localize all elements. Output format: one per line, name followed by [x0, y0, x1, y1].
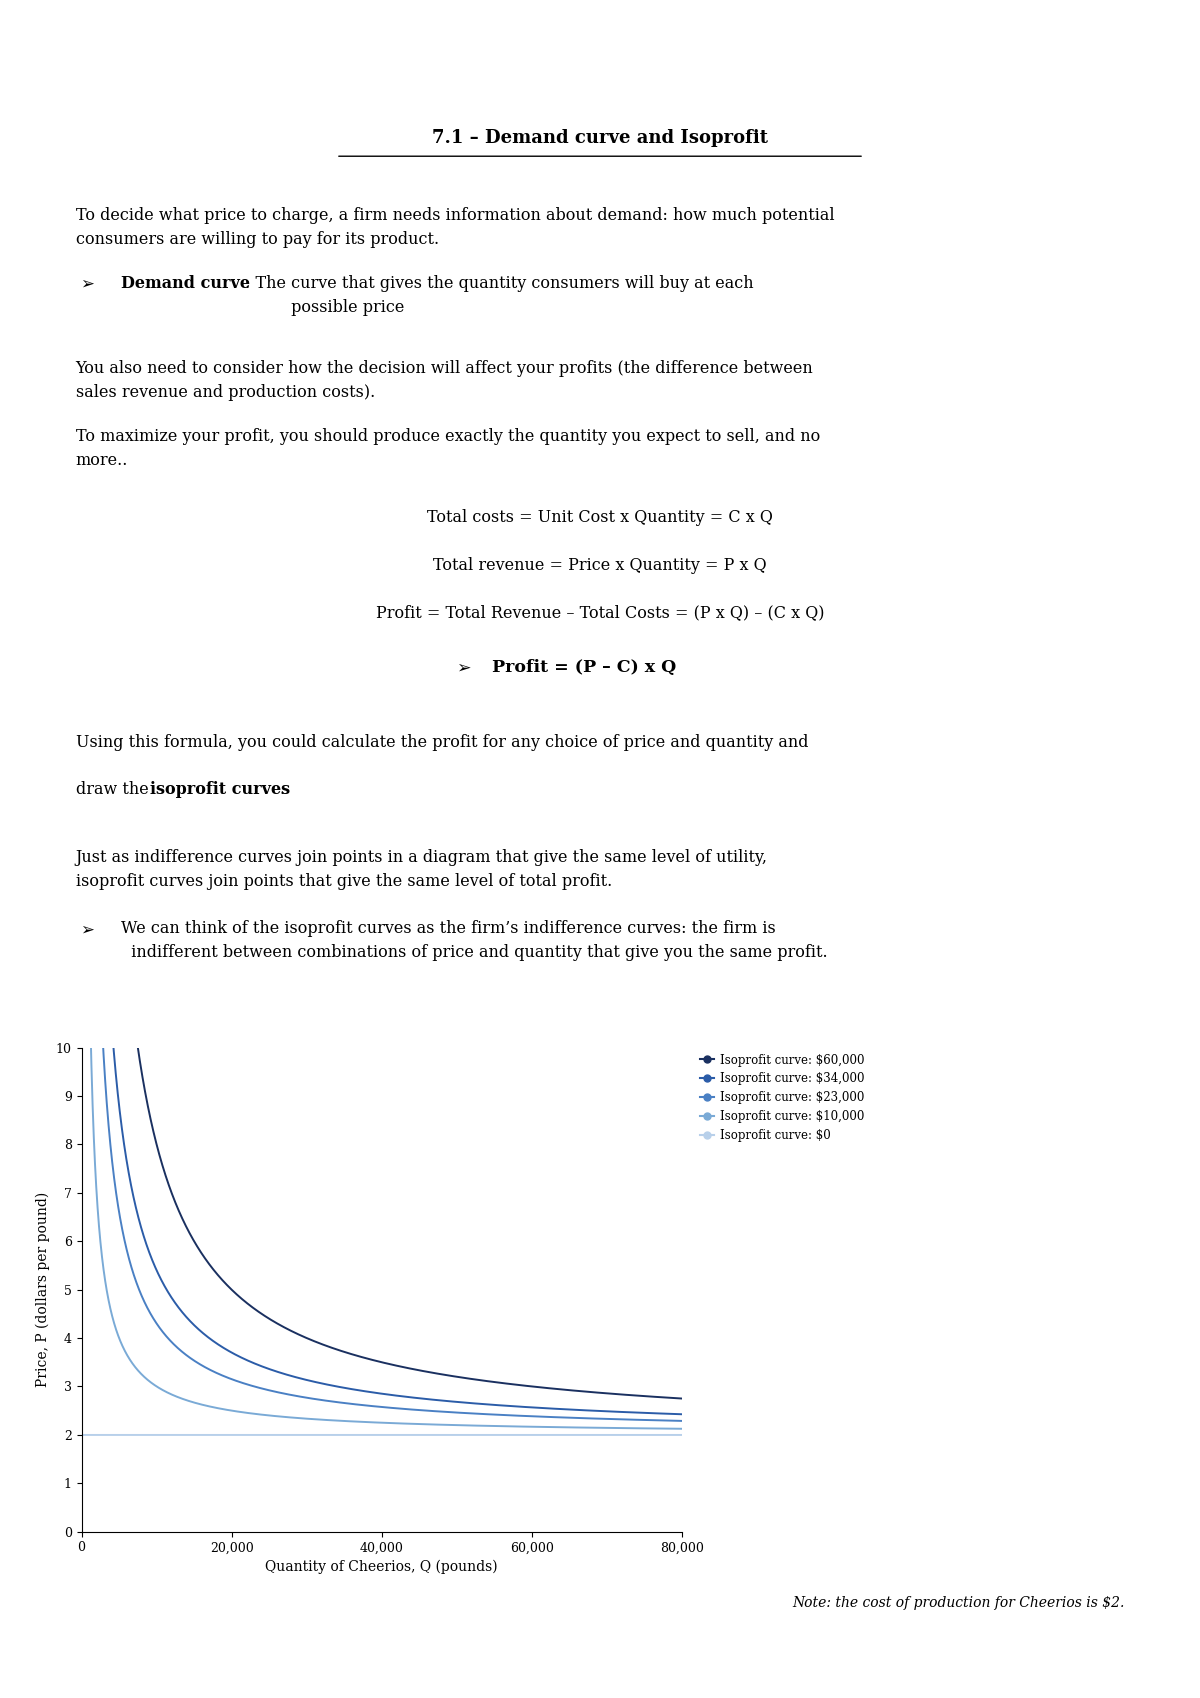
Text: To maximize your profit, you should produce exactly the quantity you expect to s: To maximize your profit, you should prod…: [76, 428, 820, 469]
Text: Note: the cost of production for Cheerios is $2.: Note: the cost of production for Cheerio…: [792, 1596, 1124, 1610]
Text: isoprofit curves: isoprofit curves: [150, 781, 290, 798]
Text: Demand curve: Demand curve: [121, 275, 250, 292]
Text: draw the: draw the: [76, 781, 154, 798]
Text: You also need to consider how the decision will affect your profits (the differe: You also need to consider how the decisi…: [76, 360, 814, 401]
Text: Total costs = Unit Cost x Quantity = C x Q: Total costs = Unit Cost x Quantity = C x…: [427, 509, 773, 526]
X-axis label: Quantity of Cheerios, Q (pounds): Quantity of Cheerios, Q (pounds): [265, 1560, 498, 1574]
Text: ➢: ➢: [80, 275, 95, 294]
Text: Profit = Total Revenue – Total Costs = (P x Q) – (C x Q): Profit = Total Revenue – Total Costs = (…: [376, 604, 824, 621]
Text: ➢: ➢: [80, 920, 95, 939]
Text: Total revenue = Price x Quantity = P x Q: Total revenue = Price x Quantity = P x Q: [433, 557, 767, 574]
Text: : The curve that gives the quantity consumers will buy at each
         possible: : The curve that gives the quantity cons…: [245, 275, 754, 316]
Text: 7.1 – Demand curve and Isoprofit: 7.1 – Demand curve and Isoprofit: [432, 129, 768, 148]
Text: .: .: [280, 781, 284, 798]
Legend: Isoprofit curve: $60,000, Isoprofit curve: $34,000, Isoprofit curve: $23,000, Is: Isoprofit curve: $60,000, Isoprofit curv…: [700, 1053, 864, 1143]
Y-axis label: Price, P (dollars per pound): Price, P (dollars per pound): [36, 1192, 50, 1387]
Text: To decide what price to charge, a firm needs information about demand: how much : To decide what price to charge, a firm n…: [76, 207, 834, 248]
Text: Just as indifference curves join points in a diagram that give the same level of: Just as indifference curves join points …: [76, 849, 768, 890]
Text: We can think of the isoprofit curves as the firm’s indifference curves: the firm: We can think of the isoprofit curves as …: [121, 920, 828, 961]
Text: Using this formula, you could calculate the profit for any choice of price and q: Using this formula, you could calculate …: [76, 734, 808, 751]
Text: ➢: ➢: [456, 659, 470, 678]
Text: Profit = (P – C) x Q: Profit = (P – C) x Q: [492, 659, 677, 676]
